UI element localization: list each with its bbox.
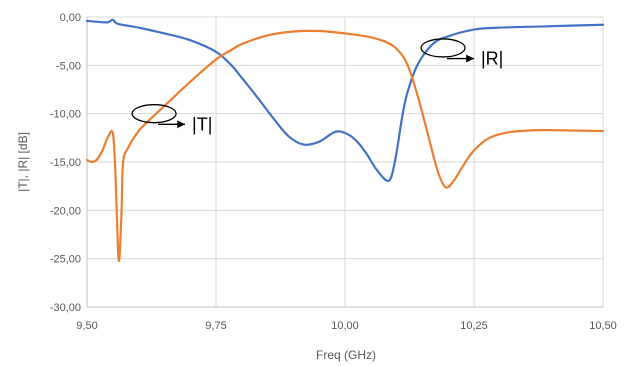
series-lines <box>85 18 605 262</box>
x-tick-label: 10,50 <box>589 320 617 332</box>
annotation-label-r: |R| <box>481 49 503 69</box>
grid-lines <box>86 16 604 308</box>
x-tick-label: 9,50 <box>76 320 97 332</box>
x-tick-label: 10,00 <box>331 320 359 332</box>
y-tick-label: -5,00 <box>56 60 81 72</box>
axes: 0,00 -5,00 -10,00 -15,00 -20,00 -25,00 -30,00 9… <box>50 12 617 332</box>
y-tick-label: -20,00 <box>50 205 81 217</box>
annotations: |T| |R| <box>131 38 503 134</box>
annotation-ellipse-t <box>131 104 177 124</box>
annotation-label-t: |T| <box>192 114 212 134</box>
x-tick-label: 9,75 <box>205 320 226 332</box>
series-line-t <box>85 29 605 262</box>
y-tick-label: -10,00 <box>50 109 81 121</box>
y-tick-label: 0,00 <box>60 12 81 24</box>
annotation-ellipse-r <box>420 38 466 58</box>
x-tick-label: 10,25 <box>460 320 488 332</box>
y-tick-label: -30,00 <box>50 302 81 314</box>
y-tick-label: -15,00 <box>50 157 81 169</box>
y-tick-label: -25,00 <box>50 254 81 266</box>
series-line-r <box>85 18 605 183</box>
y-axis-title: |T|, |R| [dB] <box>16 132 30 192</box>
x-axis-title: Freq (GHz) <box>316 348 376 362</box>
